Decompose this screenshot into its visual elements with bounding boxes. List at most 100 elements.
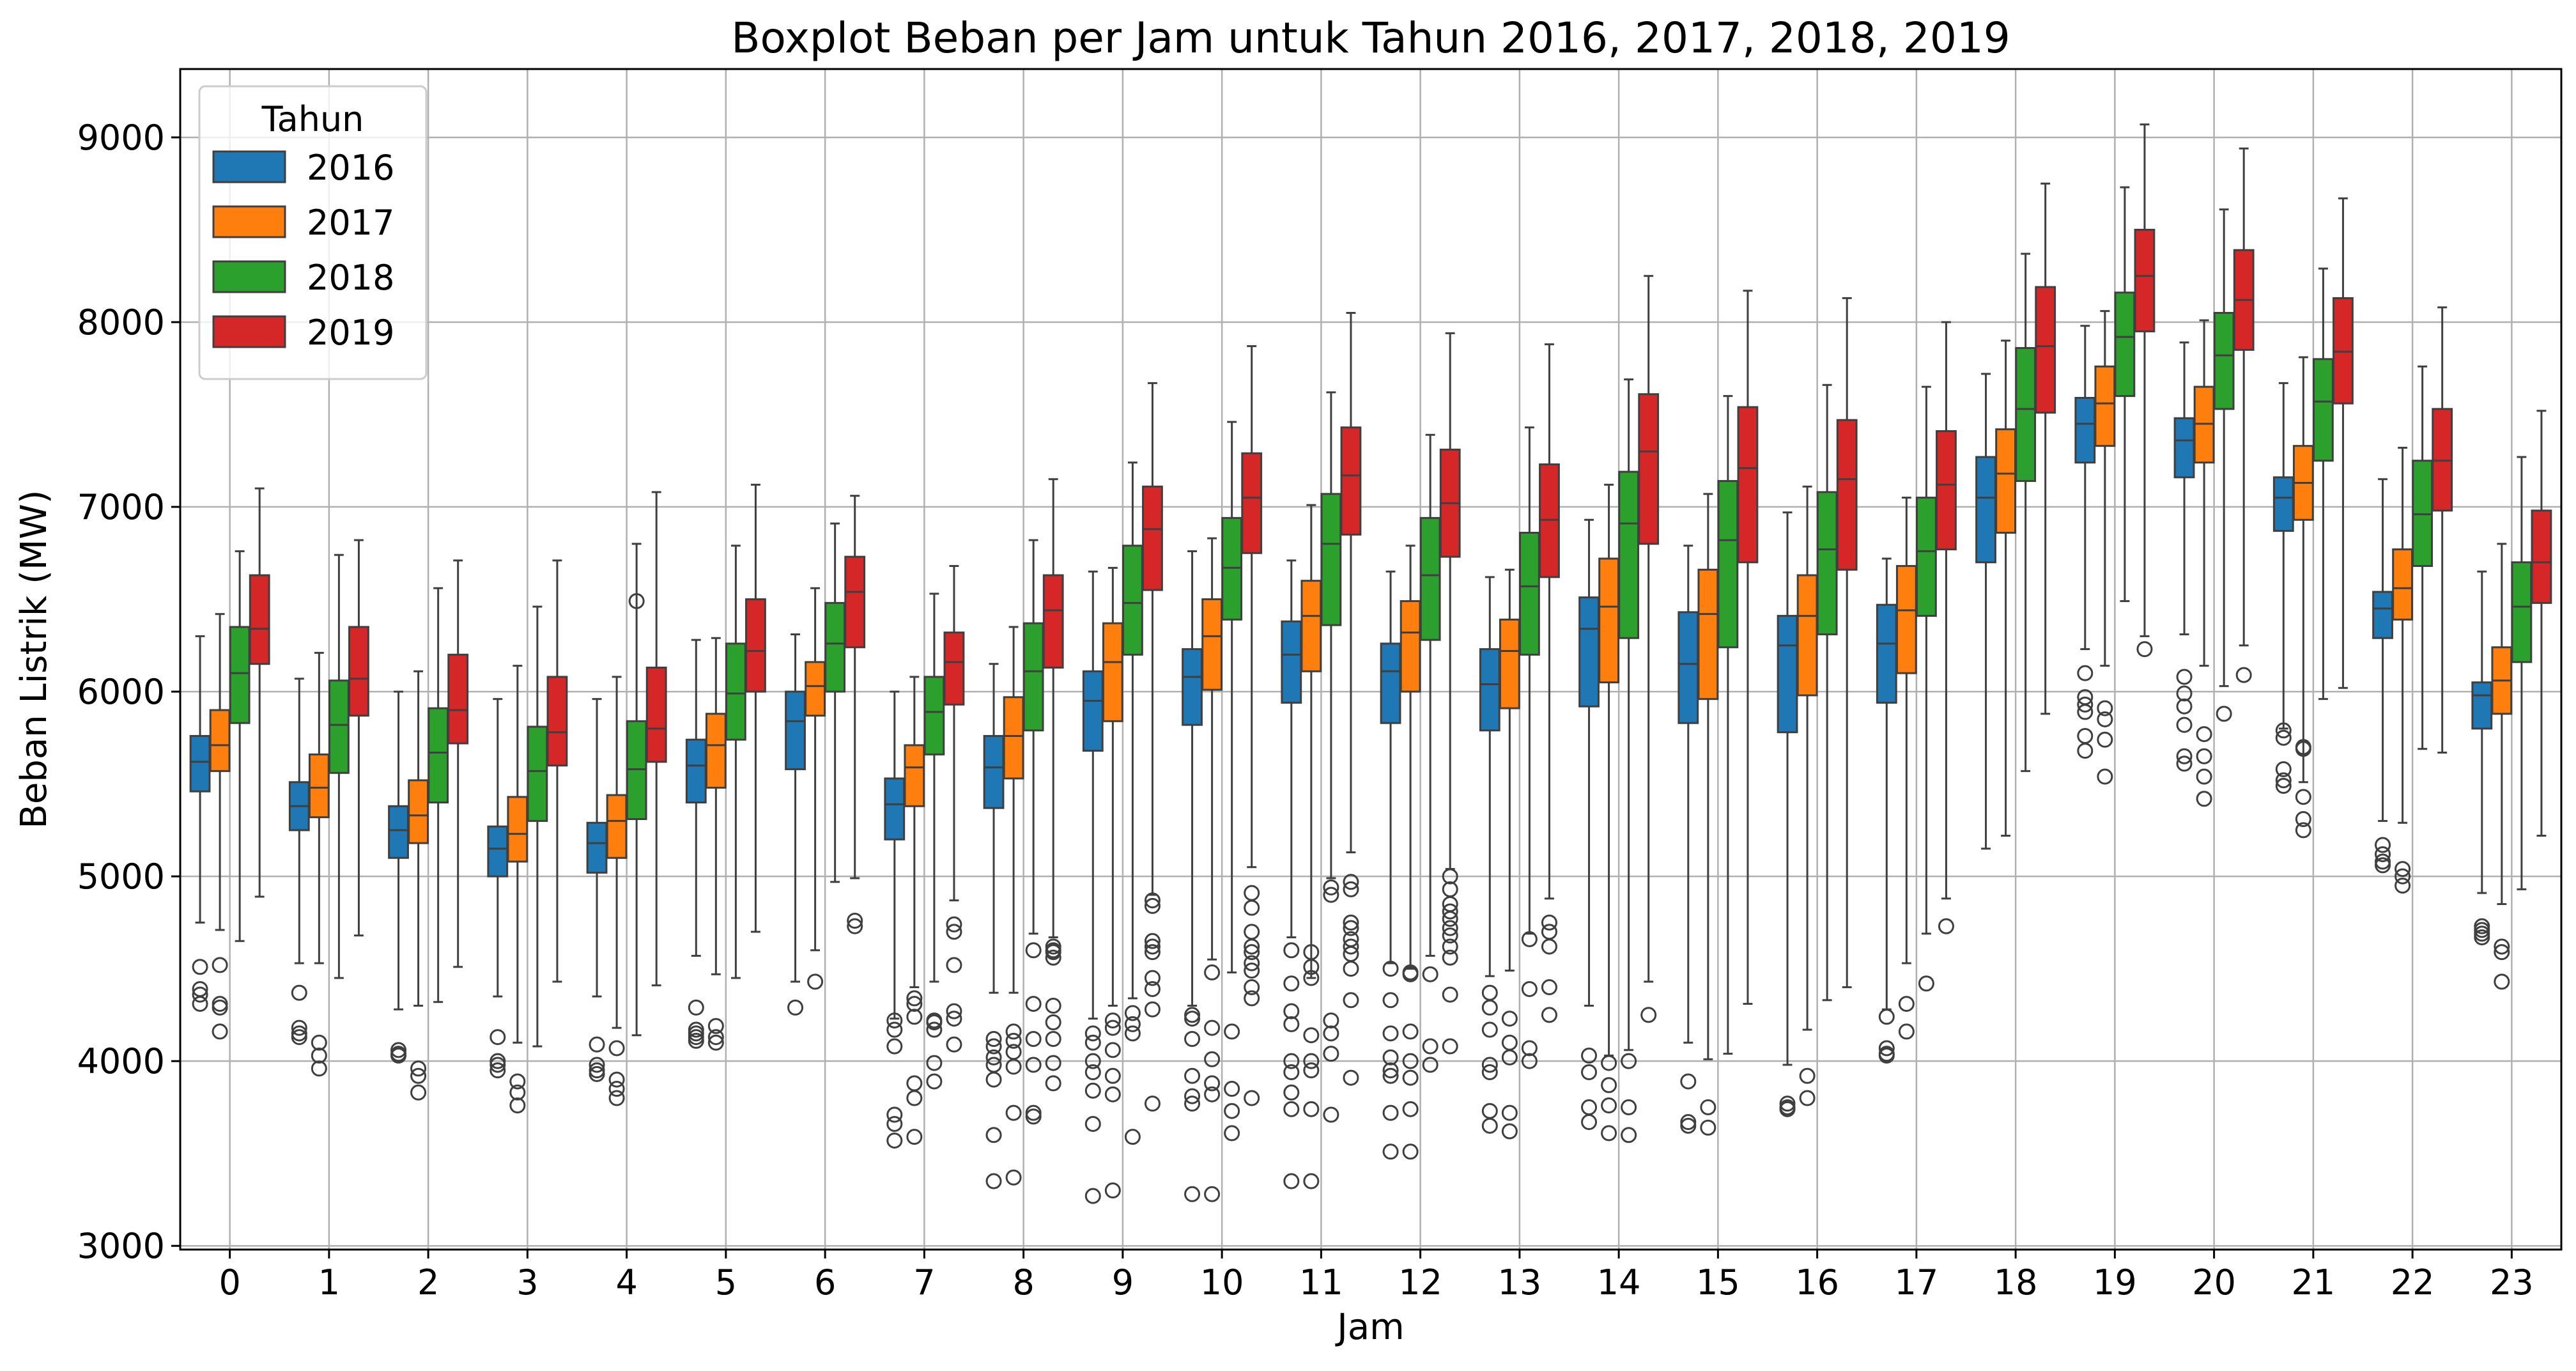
outlier-point: [1303, 970, 1320, 986]
outlier-point: [490, 1062, 506, 1079]
outlier-point: [1680, 1117, 1697, 1134]
box-2016-6: [785, 633, 806, 1016]
outlier-point: [1025, 1108, 1042, 1125]
box-2018-13: [1518, 426, 1540, 1069]
box-2017-12: [1400, 545, 1421, 1160]
outlier-point: [1382, 1067, 1399, 1084]
outlier-point: [1402, 1101, 1419, 1117]
legend-swatch-2018: [212, 260, 286, 293]
box-2016-8: [983, 663, 1005, 1189]
outlier-point: [1104, 1012, 1121, 1029]
outlier-point: [1184, 1088, 1201, 1104]
box-body: [308, 753, 330, 819]
box-body: [447, 653, 469, 745]
outlier-point: [1084, 1034, 1101, 1051]
legend-title: Tahun: [261, 99, 364, 139]
outlier-point: [1700, 1119, 1716, 1136]
box-2019-15: [1737, 290, 1759, 1005]
box-2016-10: [1182, 550, 1203, 1202]
outlier-point: [886, 1115, 903, 1132]
outlier-point: [2196, 768, 2212, 785]
outlier-point: [1184, 1067, 1201, 1084]
box-body: [685, 738, 707, 804]
outlier-point: [1303, 1062, 1320, 1079]
outlier-point: [608, 1040, 625, 1057]
outlier-point: [1343, 1069, 1359, 1086]
box-2019-6: [844, 495, 866, 934]
box-body: [2312, 358, 2334, 462]
outlier-point: [2275, 777, 2292, 794]
outlier-point: [1382, 1062, 1399, 1079]
box-body: [586, 821, 608, 874]
outlier-point: [1283, 1101, 1300, 1117]
outlier-point: [1799, 1067, 1816, 1084]
outlier-point: [1601, 1055, 1617, 1071]
box-2018-7: [923, 593, 945, 1090]
box-body: [1320, 493, 1342, 626]
outlier-point: [1124, 1005, 1141, 1021]
box-2016-15: [1677, 545, 1699, 1134]
outlier-point: [1244, 979, 1260, 996]
box-body: [1182, 648, 1203, 726]
box-body: [923, 676, 945, 755]
outlier-point: [1442, 920, 1458, 936]
outlier-point: [1323, 1046, 1339, 1062]
x-tick-label: 3: [516, 1262, 538, 1303]
outlier-point: [1283, 1084, 1300, 1101]
outlier-point: [1204, 1186, 1221, 1202]
outlier-point: [2375, 846, 2391, 862]
outlier-point: [1104, 1086, 1121, 1103]
outlier-point: [1402, 1023, 1419, 1040]
y-tick-label: 3000: [77, 1226, 165, 1266]
outlier-point: [1382, 1049, 1399, 1065]
x-tick-label: 7: [913, 1262, 935, 1303]
outlier-point: [1501, 1049, 1518, 1065]
box-body: [2114, 291, 2136, 398]
box-2019-17: [1936, 321, 1957, 934]
box-body: [1777, 615, 1798, 734]
outlier-point: [1343, 938, 1359, 955]
box-body: [904, 744, 925, 807]
box-2019-3: [546, 559, 568, 983]
outlier-point: [2295, 741, 2311, 757]
outlier-point: [2395, 868, 2411, 885]
box-2017-15: [1697, 493, 1719, 1136]
outlier-point: [1104, 1019, 1121, 1036]
box-body: [1300, 580, 1322, 672]
box-2018-4: [626, 543, 647, 1037]
outlier-point: [1382, 992, 1399, 1009]
box-2017-23: [2491, 543, 2513, 990]
box-2019-23: [2531, 410, 2552, 837]
box-body: [1122, 545, 1143, 656]
box-body: [1995, 428, 2017, 534]
outlier-point: [1442, 949, 1458, 966]
outlier-point: [1005, 1032, 1022, 1049]
outlier-point: [886, 1038, 903, 1055]
outlier-point: [589, 1036, 605, 1053]
box-2018-18: [2015, 252, 2037, 772]
outlier-point: [1442, 927, 1458, 944]
box-2016-0: [189, 635, 211, 1012]
outlier-point: [906, 990, 923, 1007]
outlier-point: [2275, 722, 2292, 739]
y-tick-label: 7000: [77, 487, 165, 527]
box-body: [745, 598, 766, 693]
outlier-point: [985, 1071, 1002, 1088]
box-body: [1102, 622, 1123, 722]
outlier-point: [1541, 979, 1557, 996]
box-2017-21: [2292, 356, 2314, 839]
box-body: [2134, 228, 2156, 332]
outlier-point: [886, 1132, 903, 1149]
box-2019-18: [2035, 182, 2056, 715]
outlier-point: [1244, 1090, 1260, 1106]
box-2017-1: [308, 651, 330, 1077]
outlier-point: [1521, 1040, 1538, 1057]
box-2019-22: [2432, 306, 2453, 754]
outlier-point: [2275, 729, 2292, 746]
legend-label-2019: 2019: [307, 313, 394, 353]
box-body: [1201, 598, 1223, 691]
legend-label-2017: 2017: [307, 203, 394, 243]
y-tick-label: 4000: [77, 1041, 165, 1081]
outlier-point: [906, 996, 923, 1012]
